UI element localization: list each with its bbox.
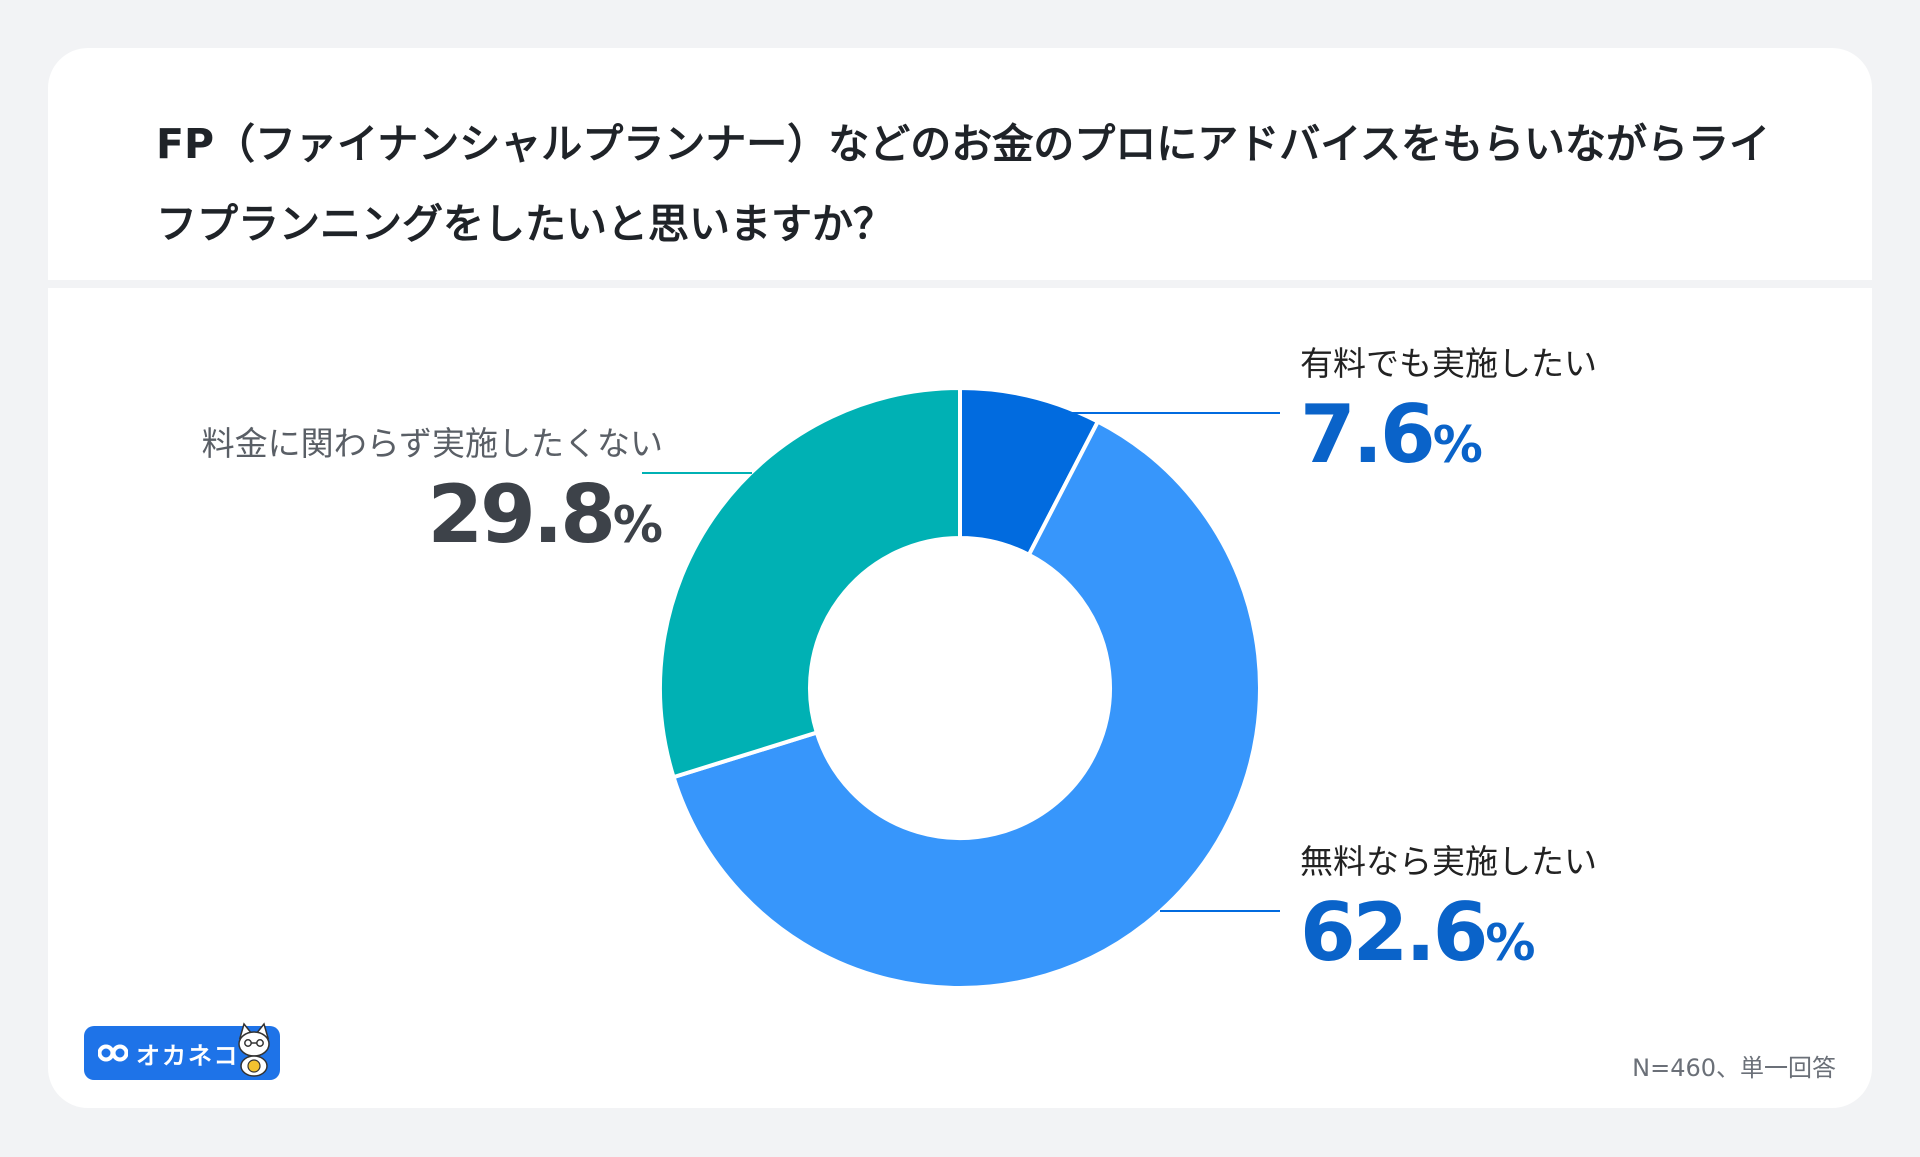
label-no: 料金に関わらず実施したくない	[201, 424, 663, 463]
donut-slices	[658, 385, 1262, 990]
logo-text: オカネコ	[136, 1041, 240, 1070]
value-paid: 7.6%	[1300, 388, 1483, 481]
title-divider	[48, 280, 1872, 288]
label-paid: 有料でも実施したい	[1300, 344, 1597, 383]
donut-chart	[642, 385, 1280, 990]
infinity-icon	[98, 1044, 128, 1062]
value-free: 62.6%	[1300, 886, 1536, 979]
brand-logo: オカネコ	[84, 1022, 280, 1080]
label-free: 無料なら実施したい	[1300, 842, 1597, 881]
cat-mascot-icon	[238, 1022, 270, 1077]
slice-free	[671, 418, 1262, 990]
slice-no	[658, 385, 962, 780]
sample-note: N=460、単一回答	[1632, 1054, 1836, 1082]
chart-card: FP（ファイナンシャルプランナー）などのお金のプロにアドバイスをもらいながらライ…	[48, 48, 1872, 1108]
leader-lines	[642, 412, 1280, 912]
value-no: 29.8%	[427, 468, 664, 561]
chart-title: FP（ファイナンシャルプランナー）などのお金のプロにアドバイスをもらいながらライ…	[156, 120, 1771, 248]
